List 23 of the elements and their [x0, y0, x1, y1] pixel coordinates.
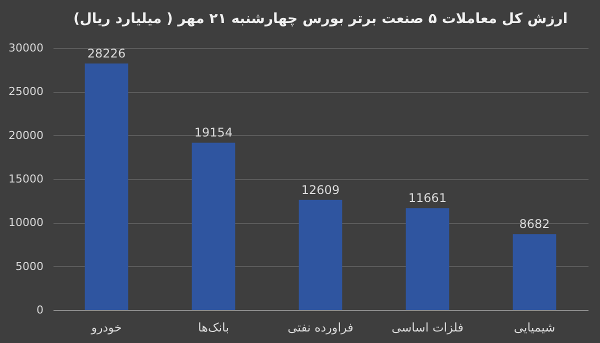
x-tick-label: خودرو [90, 320, 122, 334]
x-tick-label: بانک‌ها [198, 320, 230, 334]
bar [512, 234, 556, 310]
data-label: 28226 [87, 46, 126, 60]
data-label: 11661 [408, 191, 447, 206]
x-tick-label: فلزات اساسی [392, 320, 464, 334]
y-tick-label: 30000 [8, 42, 44, 54]
x-tick-label: شیمیایی [514, 320, 556, 334]
bar [84, 63, 128, 310]
y-tick-label: 20000 [8, 128, 44, 142]
bar [298, 200, 342, 310]
y-tick-label: 10000 [8, 216, 44, 230]
chart-title: ارزش کل معاملات ۵ صنعت برتر بورس چهارشنبه ۲۱ مهر ( میلیارد ریال) [73, 11, 568, 27]
data-label: 12609 [301, 182, 340, 197]
y-tick-label: 0 [36, 304, 44, 316]
x-tick-label: فراورده نفتی [288, 320, 354, 334]
data-label: 19154 [194, 126, 233, 140]
y-tick-label: 15000 [8, 172, 44, 186]
y-tick-label: 25000 [8, 85, 44, 98]
y-tick-label: 5000 [16, 260, 44, 273]
bar [192, 142, 236, 310]
bar [406, 208, 450, 310]
data-label: 8682 [519, 217, 550, 232]
